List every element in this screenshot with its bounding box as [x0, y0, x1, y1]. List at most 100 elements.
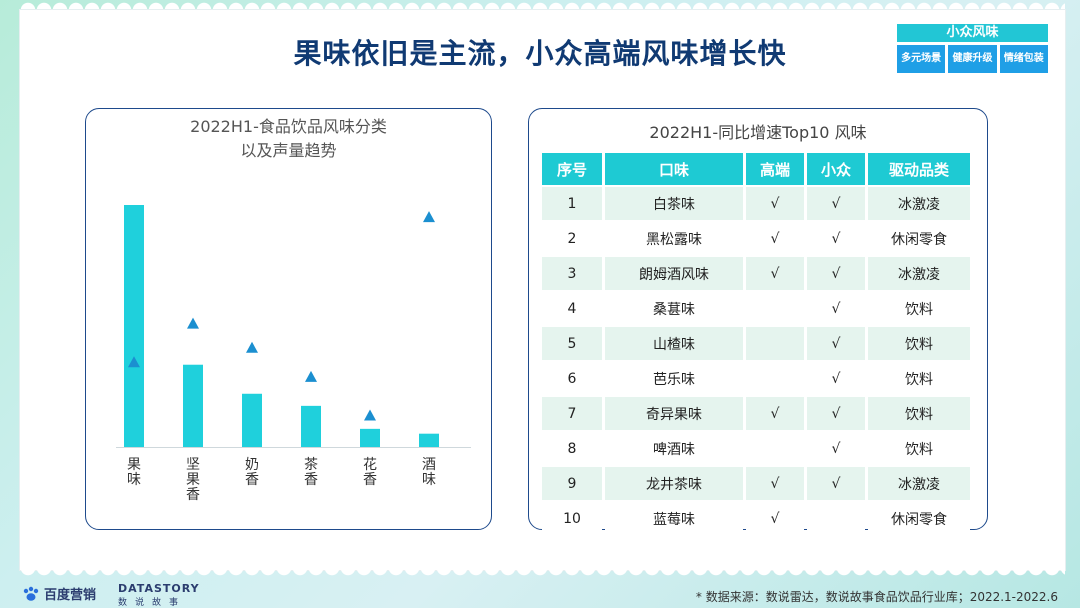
cell-rank: 8	[542, 432, 602, 465]
category-label: 茶	[304, 457, 318, 473]
cell-category: 饮料	[868, 362, 970, 395]
cell-premium: √	[746, 397, 804, 430]
header-premium: 高端	[746, 153, 804, 185]
datastory-logo: DATASTORY 数说故事	[118, 582, 200, 608]
category-label: 香	[363, 472, 377, 488]
table-row: 8 啤酒味 √ 饮料	[542, 432, 970, 465]
table-row: 3 朗姆酒风味 √ √ 冰激凌	[542, 257, 970, 290]
cell-rank: 6	[542, 362, 602, 395]
cell-premium: √	[746, 222, 804, 255]
cell-rank: 7	[542, 397, 602, 430]
trend-marker	[187, 317, 199, 329]
bar	[419, 433, 439, 447]
decorative-edge-top	[20, 0, 1065, 10]
cell-niche: √	[807, 292, 865, 325]
chart-title-line2: 以及声量趋势	[240, 141, 337, 160]
cell-niche: √	[807, 397, 865, 430]
cell-premium	[746, 362, 804, 395]
cell-category: 休闲零食	[868, 502, 970, 535]
category-label: 果	[127, 457, 141, 473]
cell-flavor: 龙井茶味	[605, 467, 743, 500]
category-label: 香	[304, 472, 318, 488]
paw-icon	[23, 586, 39, 601]
cell-premium: √	[746, 257, 804, 290]
cell-flavor: 黑松露味	[605, 222, 743, 255]
cell-rank: 9	[542, 467, 602, 500]
cell-flavor: 芭乐味	[605, 362, 743, 395]
trend-marker	[364, 409, 376, 421]
category-label: 奶	[245, 457, 259, 473]
baidu-logo: 百度营销	[22, 584, 96, 603]
cell-niche: √	[807, 257, 865, 290]
header-flavor: 口味	[605, 153, 743, 185]
tag-row: 多元场景 健康升级 情绪包装	[897, 45, 1048, 73]
category-label: 香	[186, 487, 200, 503]
tag-box: 小众风味 多元场景 健康升级 情绪包装	[897, 24, 1048, 73]
table-header-row: 序号 口味 高端 小众 驱动品类	[542, 153, 970, 185]
cell-flavor: 蓝莓味	[605, 502, 743, 535]
cell-premium	[746, 432, 804, 465]
category-label: 味	[422, 472, 436, 488]
bar	[360, 428, 380, 447]
header-niche: 小众	[807, 153, 865, 185]
tag-head: 小众风味	[897, 24, 1048, 42]
header-rank: 序号	[542, 153, 602, 185]
category-label: 果	[186, 472, 200, 488]
tag-item: 健康升级	[948, 45, 997, 73]
datastory-sub: 数说故事	[118, 598, 187, 608]
table-row: 1 白茶味 √ √ 冰激凌	[542, 187, 970, 220]
tag-item: 多元场景	[897, 45, 946, 73]
header-category: 驱动品类	[868, 153, 970, 185]
cell-niche: √	[807, 432, 865, 465]
category-label: 花	[363, 457, 377, 473]
cell-niche: √	[807, 187, 865, 220]
bar	[242, 393, 262, 447]
table-panel: 2022H1-同比增速Top10 风味 序号 口味 高端 小众 驱动品类 1 白茶…	[528, 108, 988, 535]
trend-marker	[246, 341, 258, 353]
cell-niche: √	[807, 222, 865, 255]
table-row: 2 黑松露味 √ √ 休闲零食	[542, 222, 970, 255]
cell-category: 冰激凌	[868, 187, 970, 220]
cell-flavor: 啤酒味	[605, 432, 743, 465]
data-source: * 数据来源：数说雷达，数说故事食品饮品行业库；2022.1-2022.6	[695, 590, 1058, 604]
cell-rank: 4	[542, 292, 602, 325]
chart-panel: 2022H1-食品饮品风味分类 以及声量趋势 果味坚果香奶香茶香花香酒味	[85, 108, 492, 530]
chart-title: 2022H1-食品饮品风味分类 以及声量趋势	[86, 115, 491, 163]
cell-niche: √	[807, 327, 865, 360]
cell-category: 饮料	[868, 327, 970, 360]
table-row: 5 山楂味 √ 饮料	[542, 327, 970, 360]
category-label: 味	[127, 472, 141, 488]
table-row: 6 芭乐味 √ 饮料	[542, 362, 970, 395]
category-label: 香	[245, 472, 259, 488]
cell-category: 冰激凌	[868, 257, 970, 290]
page-title: 果味依旧是主流，小众高端风味增长快	[293, 37, 787, 70]
flavor-table: 序号 口味 高端 小众 驱动品类 1 白茶味 √ √ 冰激凌 2 黑松露味 √ √ 休闲零食 3 朗姆…	[539, 151, 973, 537]
cell-niche: √	[807, 467, 865, 500]
cell-flavor: 山楂味	[605, 327, 743, 360]
bar	[301, 405, 321, 447]
table-row: 10 蓝莓味 √ 休闲零食	[542, 502, 970, 535]
trend-marker	[128, 356, 140, 368]
cell-flavor: 桑葚味	[605, 292, 743, 325]
cell-category: 饮料	[868, 292, 970, 325]
cell-premium: √	[746, 187, 804, 220]
cell-category: 饮料	[868, 432, 970, 465]
category-label: 坚	[186, 457, 200, 473]
cell-category: 冰激凌	[868, 467, 970, 500]
baidu-name: 百度营销	[44, 588, 97, 603]
table-row: 4 桑葚味 √ 饮料	[542, 292, 970, 325]
category-label: 酒	[422, 457, 436, 473]
trend-marker	[305, 370, 317, 382]
cell-rank: 5	[542, 327, 602, 360]
table-row: 7 奇异果味 √ √ 饮料	[542, 397, 970, 430]
datastory-brand: DATASTORY	[118, 582, 200, 595]
cell-category: 休闲零食	[868, 222, 970, 255]
cell-flavor: 白茶味	[605, 187, 743, 220]
bar	[183, 364, 203, 447]
table-row: 9 龙井茶味 √ √ 冰激凌	[542, 467, 970, 500]
bar	[124, 205, 144, 447]
decorative-edge-bottom	[20, 568, 1065, 578]
cell-premium: √	[746, 467, 804, 500]
cell-rank: 2	[542, 222, 602, 255]
cell-premium	[746, 327, 804, 360]
